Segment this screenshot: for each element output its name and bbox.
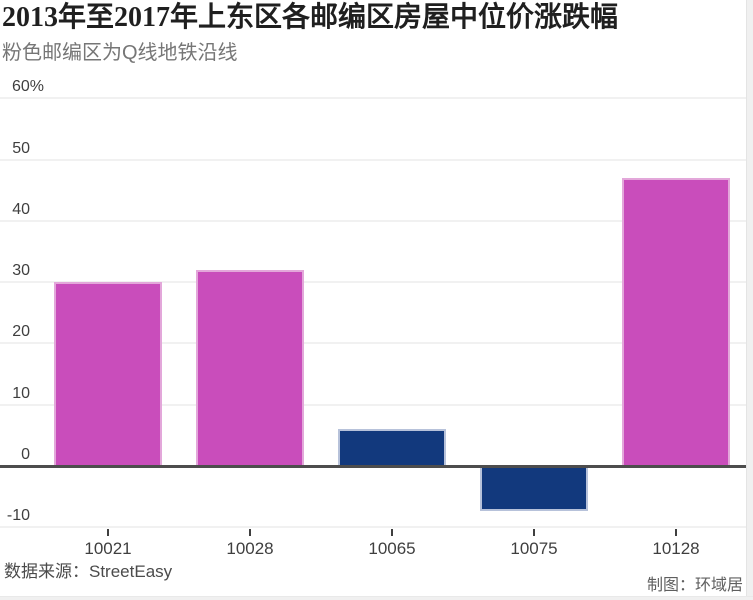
x-axis-label-10128: 10128	[652, 539, 700, 558]
chart-title: 2013年至2017年上东区各邮编区房屋中位价涨跌幅	[2, 2, 619, 33]
page-bottom-edge-strip	[0, 596, 753, 600]
bar-10028	[196, 270, 304, 468]
zero-baseline	[0, 465, 746, 468]
y-axis-label-30: 30	[12, 262, 30, 279]
gridline-50	[0, 159, 746, 161]
chart-subtitle: 粉色邮编区为Q线地铁沿线	[2, 42, 238, 64]
x-axis-tick-10021	[107, 529, 109, 536]
x-axis-tick-10128	[675, 529, 677, 536]
page-right-edge-strip	[746, 0, 753, 600]
gridline-60	[0, 97, 746, 99]
y-axis-label-0: 0	[21, 446, 30, 463]
gridline-30	[0, 281, 746, 283]
x-axis-label-10065: 10065	[368, 539, 416, 558]
bar-10021	[54, 282, 162, 468]
y-axis-label-40: 40	[12, 201, 30, 218]
chart-credit-note: 制图：环域居	[646, 577, 743, 594]
x-axis-tick-10065	[391, 529, 393, 536]
bar-10075	[480, 466, 588, 511]
gridline--10	[0, 526, 746, 528]
gridline-10	[0, 404, 746, 406]
x-axis-label-10028: 10028	[226, 539, 274, 558]
x-axis-tick-10075	[533, 529, 535, 536]
y-axis-label-60: 60%	[11, 78, 44, 95]
bar-10128	[622, 178, 730, 468]
y-axis-label-50: 50	[12, 140, 30, 157]
data-source-note: 数据来源：StreetEasy	[4, 562, 173, 581]
gridline-40	[0, 220, 746, 222]
x-axis-label-10075: 10075	[510, 539, 558, 558]
x-axis-label-10021: 10021	[84, 539, 132, 558]
x-axis-tick-10028	[249, 529, 251, 536]
y-axis-label-10: 10	[12, 385, 30, 402]
y-axis-label-20: 20	[12, 323, 30, 340]
bar-10065	[338, 429, 446, 468]
gridline-20	[0, 342, 746, 344]
y-axis-label--10: -10	[6, 507, 30, 524]
